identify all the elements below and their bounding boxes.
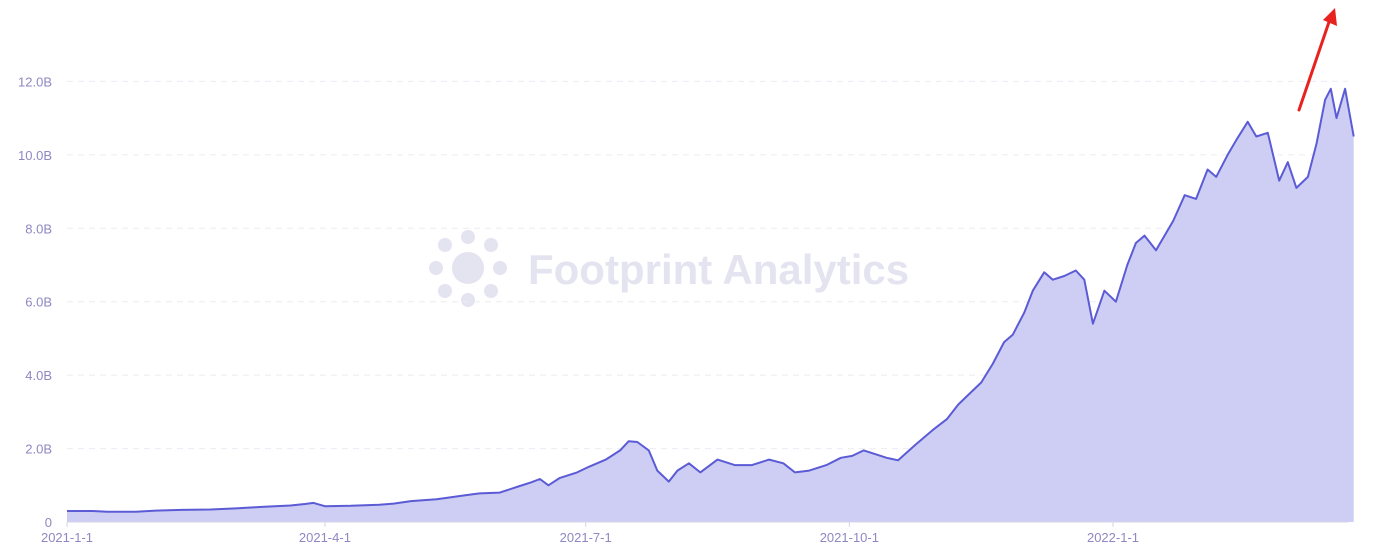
y-tick-label: 4.0B	[25, 368, 52, 383]
y-tick-label: 12.0B	[18, 74, 52, 89]
series-fill	[67, 88, 1354, 523]
x-tick-label: 2022-1-1	[1087, 530, 1139, 545]
arrow-shaft	[1297, 20, 1331, 112]
footprint-logo-icon	[429, 230, 507, 307]
y-tick-label: 10.0B	[18, 148, 52, 163]
footprint-analytics-watermark: Footprint Analytics	[429, 230, 909, 307]
y-tick-label: 0	[45, 515, 52, 530]
y-tick-label: 6.0B	[25, 295, 52, 310]
x-tick-label: 2021-10-1	[820, 530, 879, 545]
x-tick-label: 2021-7-1	[560, 530, 612, 545]
red-arrow-annotation	[1297, 8, 1337, 112]
y-axis: 0 2.0B 4.0B 6.0B 8.0B 10.0B 12.0B	[18, 74, 52, 530]
x-axis: 2021-1-1 2021-4-1 2021-7-1 2021-10-1 2022-1-…	[41, 521, 1348, 545]
arrow-head	[1323, 8, 1337, 26]
y-tick-label: 8.0B	[25, 221, 52, 236]
y-tick-label: 2.0B	[25, 442, 52, 457]
x-tick-label: 2021-4-1	[299, 530, 351, 545]
x-tick-label: 2021-1-1	[41, 530, 93, 545]
watermark-text: Footprint Analytics	[528, 246, 909, 293]
series-line	[67, 87, 1355, 513]
series-area	[67, 87, 1355, 523]
